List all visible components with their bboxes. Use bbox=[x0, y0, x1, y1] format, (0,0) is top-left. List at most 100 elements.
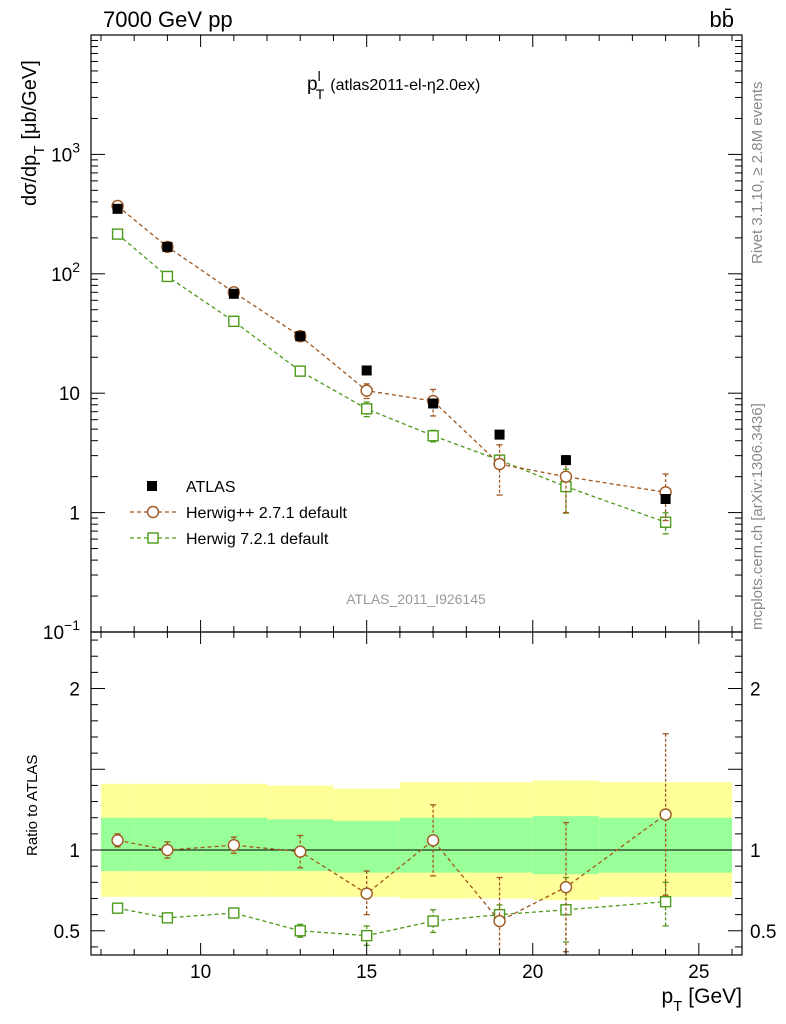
y-tick-label-base: 1 bbox=[69, 504, 80, 525]
data-point bbox=[427, 915, 439, 927]
data-point bbox=[111, 834, 124, 847]
main-plot-marks bbox=[111, 199, 672, 535]
data-point bbox=[294, 925, 306, 937]
rivet-version-label: Rivet 3.1.10, ≥ 2.8M events bbox=[749, 82, 766, 265]
plot-title-symbol: p bbox=[307, 74, 318, 95]
plot-title-sup: l bbox=[318, 68, 321, 84]
legend-label-atlas: ATLAS bbox=[186, 479, 236, 496]
x-axis-label: pT [GeV] bbox=[661, 985, 742, 1015]
atlas-data-point bbox=[560, 455, 571, 466]
x-tick-label: 25 bbox=[688, 962, 709, 983]
x-tick-label: 10 bbox=[190, 962, 211, 983]
y-tick-label-exp: −1 bbox=[64, 617, 80, 633]
data-point bbox=[111, 902, 124, 914]
data-point bbox=[659, 516, 672, 528]
data-point bbox=[360, 384, 373, 397]
data-point bbox=[161, 912, 174, 924]
y-tick-label: 1 bbox=[69, 504, 80, 525]
data-point bbox=[493, 914, 506, 928]
data-point bbox=[659, 808, 672, 821]
process-text: bb̄ bbox=[710, 7, 734, 32]
x-axis-label-main: p bbox=[661, 985, 673, 1008]
data-point bbox=[294, 845, 307, 858]
beam-energy-label: 7000 GeV pp bbox=[103, 7, 233, 32]
green-band-bin bbox=[599, 817, 666, 873]
plot-title-sub: T bbox=[316, 86, 325, 102]
ratio-axes: 10 15 20 25 0.5 0.5 1 1 2 2 bbox=[54, 632, 776, 983]
ratio-uncertainty-bands bbox=[91, 780, 742, 901]
data-point bbox=[111, 228, 124, 240]
data-point bbox=[228, 315, 240, 328]
atlas-data-point bbox=[295, 331, 306, 342]
atlas-data-point bbox=[228, 288, 239, 299]
atlas-data-point bbox=[428, 398, 439, 409]
mcplots-url-label: mcplots.cern.ch [arXiv:1306.3436] bbox=[749, 403, 766, 630]
y-tick-label-exp: 3 bbox=[72, 139, 80, 155]
x-axis-label-unit: [GeV] bbox=[688, 985, 742, 1008]
data-point bbox=[227, 838, 241, 852]
data-point bbox=[360, 929, 373, 942]
data-point bbox=[228, 907, 240, 919]
ratio-y-tick-label-right: 1 bbox=[750, 841, 761, 862]
ratio-y-tick-label-right: 2 bbox=[750, 680, 761, 701]
legend-marker-herwigpp bbox=[146, 505, 160, 519]
main-y-axis-label-sub: T bbox=[31, 146, 48, 155]
green-band-bin bbox=[665, 817, 733, 873]
ratio-y-tick-label: 1 bbox=[69, 841, 80, 862]
ratio-y-axis-label: Ratio to ATLAS bbox=[24, 755, 41, 856]
y-tick-label-base: 10 bbox=[51, 265, 72, 286]
data-point bbox=[559, 470, 573, 483]
green-band-bin bbox=[466, 817, 533, 873]
ratio-y-tick-label-right: 0.5 bbox=[750, 922, 776, 943]
ratio-plot-marks bbox=[111, 733, 672, 955]
data-point bbox=[360, 403, 373, 415]
y-tick-label: 103 bbox=[51, 139, 80, 166]
plot-title-rest: (atlas2011-el-η2.0ex) bbox=[330, 77, 480, 94]
legend-marker-atlas bbox=[147, 481, 157, 491]
x-tick-label: 15 bbox=[356, 962, 377, 983]
data-point bbox=[659, 896, 672, 908]
main-y-axis-label-unit: [μb/GeV] bbox=[19, 60, 41, 139]
data-point bbox=[161, 843, 174, 857]
y-tick-label-base: 10 bbox=[43, 623, 64, 644]
atlas-data-point bbox=[162, 241, 173, 252]
y-tick-label: 102 bbox=[51, 259, 80, 286]
main-y-axis-label: dσ/dpT [μb/GeV] bbox=[19, 60, 48, 206]
ratio-panel: 10 15 20 25 0.5 0.5 1 1 2 2 Ratio to ATLAS pT [GeV… bbox=[24, 631, 776, 1015]
y-tick-label-base: 10 bbox=[51, 145, 72, 166]
data-point bbox=[360, 887, 373, 900]
data-point bbox=[426, 834, 440, 847]
plot-title: pl T (atlas2011-el-η2.0ex) bbox=[307, 68, 480, 102]
series-line bbox=[117, 901, 666, 937]
y-tick-label-exp: 2 bbox=[72, 259, 80, 275]
legend-label-herwigpp: Herwig++ 2.7.1 default bbox=[186, 505, 348, 522]
green-band-bin bbox=[333, 820, 400, 873]
ratio-y-tick-label: 2 bbox=[69, 680, 80, 701]
ratio-y-tick-label: 0.5 bbox=[54, 922, 80, 943]
y-tick-label: 10 bbox=[59, 384, 80, 405]
process-label: bb̄ bbox=[710, 7, 734, 32]
data-point bbox=[493, 457, 506, 471]
legend: ATLAS Herwig++ 2.7.1 default Herwig 7.2.… bbox=[130, 479, 348, 548]
data-point bbox=[161, 270, 174, 283]
legend-marker-herwig7 bbox=[147, 532, 159, 544]
atlas-data-point bbox=[660, 493, 671, 504]
data-point bbox=[559, 880, 573, 894]
x-tick-label: 20 bbox=[522, 962, 543, 983]
data-point bbox=[427, 430, 439, 442]
atlas-data-point bbox=[112, 203, 123, 214]
y-tick-label-base: 10 bbox=[59, 384, 80, 405]
atlas-data-point bbox=[494, 429, 505, 440]
data-point bbox=[294, 365, 306, 377]
x-axis-label-sub: T bbox=[673, 998, 682, 1015]
main-y-axis-label-main: dσ/dp bbox=[19, 155, 41, 206]
series-line bbox=[117, 205, 666, 493]
atlas-data-point bbox=[361, 365, 372, 376]
analysis-watermark: ATLAS_2011_I926145 bbox=[346, 591, 486, 607]
legend-label-herwig7: Herwig 7.2.1 default bbox=[186, 531, 329, 548]
y-tick-label: 10−1 bbox=[43, 617, 80, 644]
ratio-plot-frame bbox=[90, 631, 743, 956]
